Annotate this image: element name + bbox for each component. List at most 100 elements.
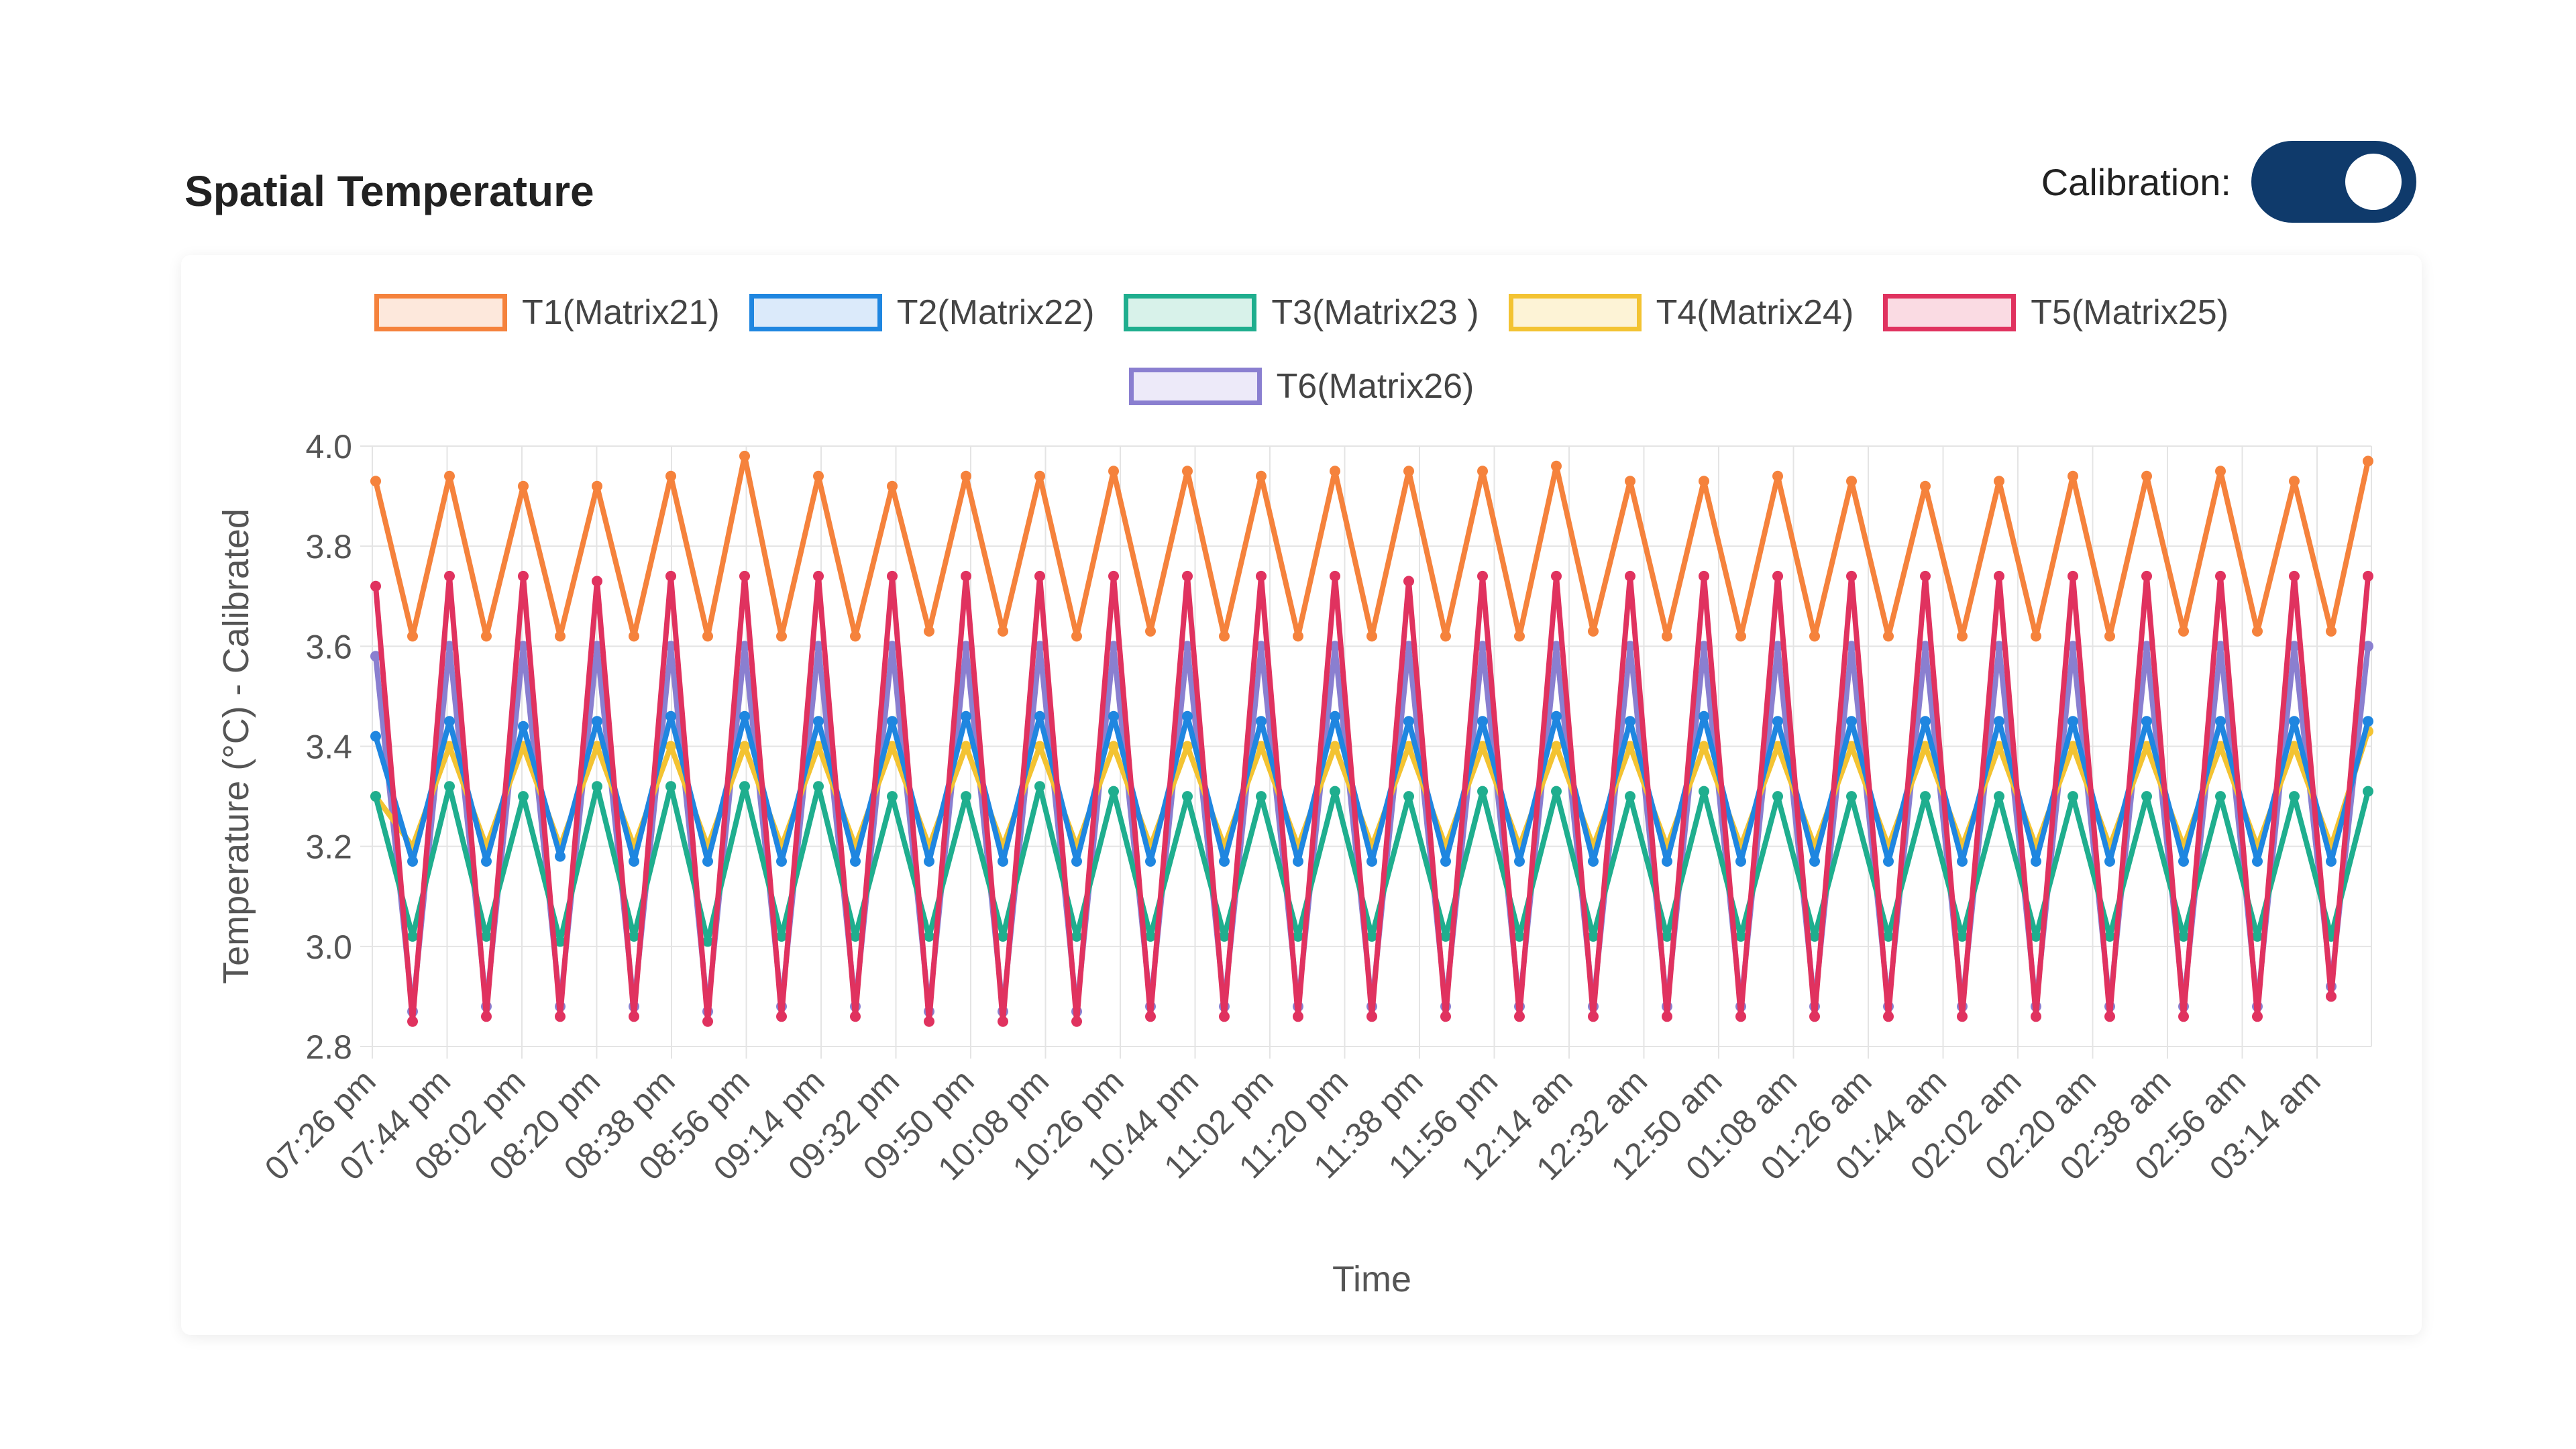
data-point	[1403, 576, 1414, 587]
data-point	[481, 930, 492, 942]
data-point	[2068, 791, 2078, 802]
legend-item[interactable]: T6(Matrix26)	[1128, 366, 1474, 407]
data-point	[1846, 641, 1857, 652]
y-tick-label: 3.8	[305, 528, 352, 566]
data-point	[1772, 791, 1783, 802]
data-point	[1330, 641, 1340, 652]
data-point	[1330, 466, 1340, 477]
data-point	[887, 716, 898, 727]
data-point	[1256, 741, 1267, 752]
data-point	[1330, 741, 1340, 752]
data-point	[1957, 930, 1968, 942]
data-point	[1293, 631, 1303, 642]
data-point	[2252, 626, 2263, 637]
data-point	[1551, 641, 1562, 652]
data-point	[2141, 791, 2152, 802]
data-point	[1330, 570, 1340, 582]
y-tick-label: 3.4	[305, 729, 352, 766]
data-point	[481, 1011, 492, 1022]
legend-swatch	[1128, 368, 1262, 405]
data-point	[1625, 476, 1635, 487]
data-point	[1366, 631, 1377, 642]
y-axis-title: Temperature (°C) - Calibrated	[216, 508, 256, 984]
data-point	[629, 930, 639, 942]
legend-item[interactable]: T4(Matrix24)	[1508, 292, 1854, 333]
data-point	[1182, 791, 1193, 802]
data-point	[1293, 856, 1303, 867]
data-point	[776, 631, 787, 642]
data-point	[444, 741, 455, 752]
data-point	[370, 791, 381, 802]
data-point	[2068, 470, 2078, 482]
data-point	[887, 791, 898, 802]
data-point	[1440, 631, 1451, 642]
data-point	[1588, 856, 1599, 867]
data-point	[1108, 786, 1119, 797]
data-point	[887, 570, 898, 582]
data-point	[2289, 716, 2300, 727]
calibration-toggle[interactable]	[2251, 141, 2416, 223]
data-point	[1477, 570, 1488, 582]
data-point	[1108, 466, 1119, 477]
data-point	[407, 856, 418, 867]
data-point	[1735, 930, 1746, 942]
data-point	[1403, 791, 1414, 802]
legend-label: T1(Matrix21)	[521, 293, 720, 332]
data-point	[702, 1016, 713, 1027]
data-point	[813, 470, 824, 482]
series-line	[373, 643, 2371, 1014]
data-point	[444, 716, 455, 727]
data-point	[2252, 1011, 2263, 1022]
data-point	[1920, 791, 1931, 802]
data-point	[1625, 716, 1635, 727]
data-point	[1293, 930, 1303, 942]
data-point	[444, 470, 455, 482]
data-point	[592, 741, 602, 752]
data-point	[1330, 786, 1340, 797]
data-point	[1219, 1011, 1230, 1022]
data-point	[813, 781, 824, 792]
data-point	[2031, 1011, 2041, 1022]
data-point	[1477, 716, 1488, 727]
legend-item[interactable]: T3(Matrix23 )	[1124, 292, 1479, 333]
data-point	[2363, 455, 2373, 467]
data-point	[1366, 1011, 1377, 1022]
data-point	[739, 450, 750, 462]
data-point	[702, 856, 713, 867]
data-point	[2289, 791, 2300, 802]
data-point	[1699, 641, 1709, 652]
data-point	[555, 1011, 566, 1022]
data-point	[2363, 786, 2373, 797]
page-title: Spatial Temperature	[184, 167, 594, 215]
data-point	[2215, 570, 2226, 582]
data-point	[1625, 641, 1635, 652]
data-point	[2215, 791, 2226, 802]
data-point	[813, 641, 824, 652]
data-point	[1846, 476, 1857, 487]
data-point	[1588, 626, 1599, 637]
data-point	[407, 1016, 418, 1027]
data-point	[2178, 930, 2189, 942]
legend-item[interactable]: T1(Matrix21)	[374, 292, 720, 333]
data-point	[1403, 716, 1414, 727]
x-axis-title: Time	[1332, 1259, 1411, 1299]
legend-item[interactable]: T5(Matrix25)	[1883, 292, 2229, 333]
data-point	[1145, 626, 1156, 637]
legend-item[interactable]: T2(Matrix22)	[749, 292, 1094, 333]
data-point	[702, 631, 713, 642]
data-point	[1588, 1011, 1599, 1022]
legend-swatch	[374, 294, 507, 331]
data-point	[887, 741, 898, 752]
data-point	[2068, 641, 2078, 652]
data-point	[1699, 476, 1709, 487]
y-tick-label: 3.2	[305, 828, 352, 866]
data-point	[2141, 470, 2152, 482]
data-point	[2141, 741, 2152, 752]
data-point	[1957, 631, 1968, 642]
data-point	[2252, 856, 2263, 867]
data-point	[2326, 856, 2337, 867]
data-point	[1994, 791, 2004, 802]
data-point	[961, 710, 971, 722]
data-point	[2031, 930, 2041, 942]
data-point	[2031, 856, 2041, 867]
